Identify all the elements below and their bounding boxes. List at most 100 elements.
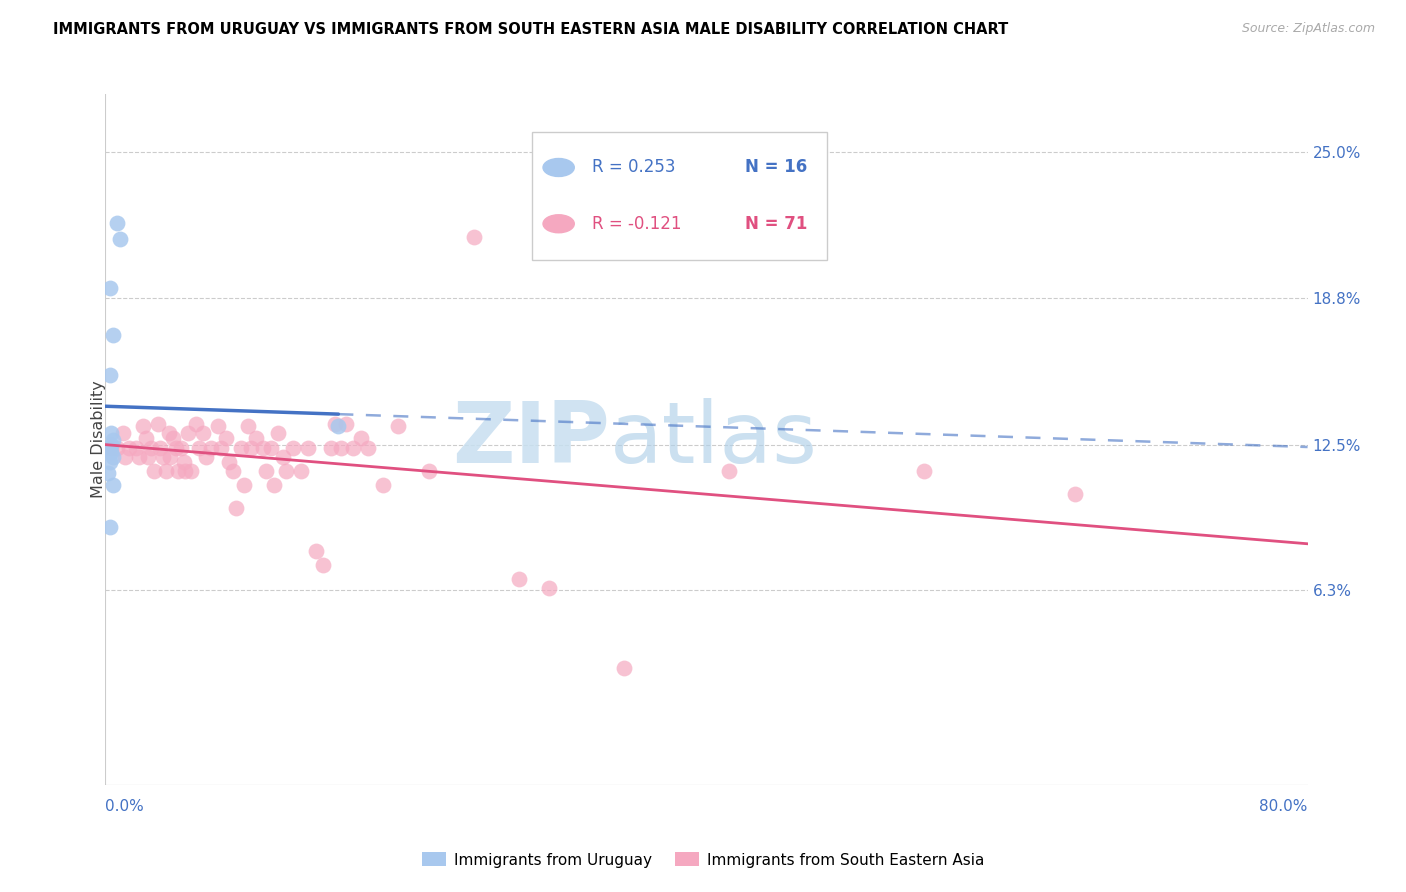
Point <box>187 441 209 455</box>
Point <box>136 450 159 464</box>
Legend: Immigrants from Uruguay, Immigrants from South Eastern Asia: Immigrants from Uruguay, Immigrants from… <box>416 847 990 873</box>
Point <box>225 501 247 516</box>
Point <box>118 441 141 455</box>
Point <box>218 454 240 468</box>
Point <box>101 328 124 343</box>
Point <box>177 426 200 441</box>
Point <box>100 445 122 459</box>
Point <box>146 417 169 431</box>
Point <box>132 419 155 434</box>
Point <box>214 431 236 445</box>
Point <box>305 543 328 558</box>
Point <box>1063 487 1085 501</box>
Point <box>169 441 191 455</box>
Point <box>195 450 218 464</box>
Point <box>312 558 335 572</box>
Point <box>254 464 277 478</box>
Point <box>98 520 121 534</box>
Text: Source: ZipAtlas.com: Source: ZipAtlas.com <box>1241 22 1375 36</box>
Point <box>328 419 350 434</box>
Point <box>209 441 232 455</box>
Point <box>508 572 530 586</box>
Point <box>191 426 214 441</box>
Point <box>100 426 122 441</box>
FancyBboxPatch shape <box>533 132 827 260</box>
Point <box>101 478 124 492</box>
Point <box>330 441 353 455</box>
Point <box>155 464 177 478</box>
Point <box>283 441 305 455</box>
Point <box>107 441 129 455</box>
Point <box>180 464 202 478</box>
Y-axis label: Male Disability: Male Disability <box>91 380 105 499</box>
Text: N = 16: N = 16 <box>745 159 807 177</box>
Point <box>139 441 162 455</box>
Point <box>101 434 124 448</box>
Point <box>159 450 181 464</box>
Point <box>335 417 357 431</box>
Point <box>463 229 485 244</box>
Point <box>98 368 121 382</box>
Point <box>98 442 121 457</box>
Point <box>166 464 188 478</box>
Point <box>350 431 373 445</box>
Point <box>152 450 174 464</box>
Point <box>98 454 121 468</box>
Point <box>162 431 184 445</box>
Point <box>342 441 364 455</box>
Point <box>100 441 122 455</box>
Point <box>173 454 195 468</box>
Text: atlas: atlas <box>610 398 818 481</box>
Point <box>174 464 197 478</box>
Point <box>110 232 132 246</box>
Point <box>200 441 222 455</box>
Point <box>718 464 741 478</box>
Circle shape <box>543 215 574 233</box>
Point <box>135 431 157 445</box>
Point <box>100 438 122 452</box>
Point <box>128 450 150 464</box>
Circle shape <box>543 159 574 177</box>
Point <box>142 464 165 478</box>
Point <box>263 478 285 492</box>
Point <box>252 441 274 455</box>
Point <box>124 441 146 455</box>
Point <box>418 464 440 478</box>
Point <box>238 419 260 434</box>
Point <box>325 417 347 431</box>
Point <box>912 464 935 478</box>
Point <box>148 441 170 455</box>
Point <box>319 441 342 455</box>
Text: R = -0.121: R = -0.121 <box>592 215 682 233</box>
Point <box>222 464 245 478</box>
Point <box>297 441 319 455</box>
Text: 80.0%: 80.0% <box>1260 799 1308 814</box>
Point <box>240 441 263 455</box>
Point <box>373 478 395 492</box>
Point <box>165 441 187 455</box>
Point <box>537 581 560 595</box>
Point <box>112 426 135 441</box>
Point <box>114 450 136 464</box>
Text: IMMIGRANTS FROM URUGUAY VS IMMIGRANTS FROM SOUTH EASTERN ASIA MALE DISABILITY CO: IMMIGRANTS FROM URUGUAY VS IMMIGRANTS FR… <box>53 22 1008 37</box>
Point <box>274 464 297 478</box>
Text: ZIP: ZIP <box>453 398 610 481</box>
Point <box>271 450 294 464</box>
Point <box>101 450 124 464</box>
Point <box>245 431 267 445</box>
Point <box>98 281 121 295</box>
Point <box>97 467 120 481</box>
Point <box>613 661 636 675</box>
Point <box>387 419 409 434</box>
Point <box>107 215 129 229</box>
Point <box>260 441 283 455</box>
Point <box>184 417 207 431</box>
Text: 0.0%: 0.0% <box>105 799 145 814</box>
Point <box>232 478 254 492</box>
Text: N = 71: N = 71 <box>745 215 807 233</box>
Point <box>157 426 180 441</box>
Point <box>207 419 229 434</box>
Point <box>290 464 312 478</box>
Text: R = 0.253: R = 0.253 <box>592 159 676 177</box>
Point <box>357 441 380 455</box>
